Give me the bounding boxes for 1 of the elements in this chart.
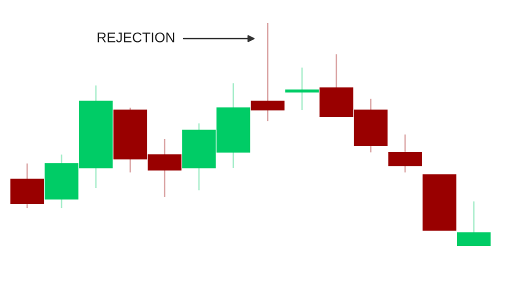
annotation: REJECTION	[98, 32, 174, 42]
